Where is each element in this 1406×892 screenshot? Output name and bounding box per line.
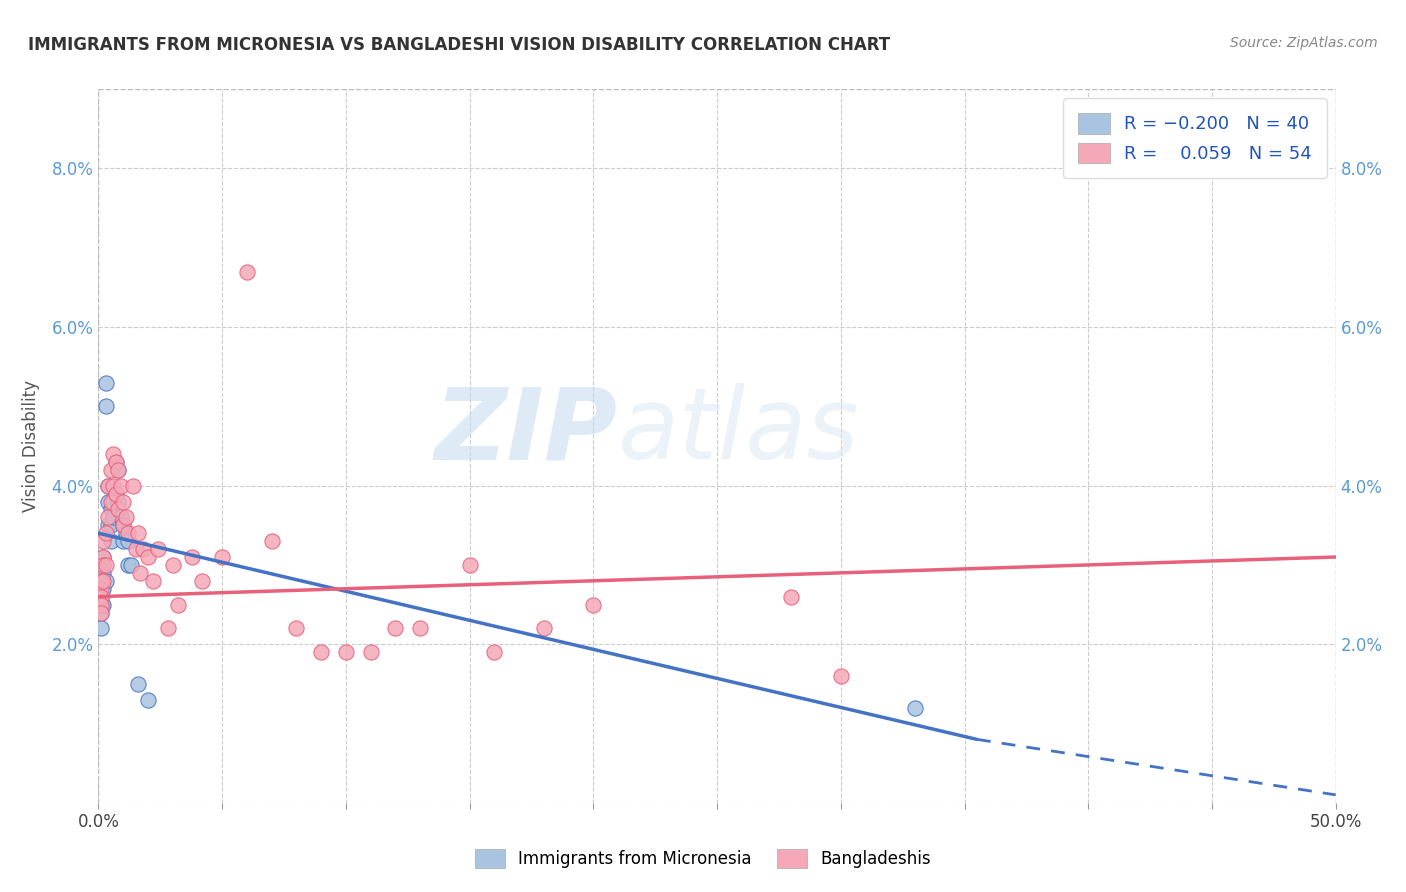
Point [904,700,927,714]
Point [103,447,125,461]
Point [97,478,120,492]
Point [100,463,122,477]
Point [132,542,155,557]
Text: IMMIGRANTS FROM MICRONESIA VS BANGLADESHI VISION DISABILITY CORRELATION CHART: IMMIGRANTS FROM MICRONESIA VS BANGLADESH… [28,36,890,54]
Point [100,534,122,549]
Point [104,455,127,469]
Point [94,526,117,541]
Point [90,598,112,612]
Point [93,534,115,549]
Point [117,534,139,549]
Point [93,549,115,564]
Point [162,558,184,572]
Point [90,590,112,604]
Point [830,669,852,683]
Point [136,692,159,706]
Point [211,549,233,564]
Point [104,486,127,500]
Point [90,574,112,588]
Point [93,574,115,588]
Point [285,621,308,635]
Y-axis label: Vision Disability: Vision Disability [22,380,41,512]
Point [124,542,146,557]
Point [103,510,125,524]
Point [136,549,159,564]
Point [90,582,112,596]
Point [100,494,122,508]
Point [90,574,112,588]
Point [166,598,188,612]
Point [458,558,481,572]
Point [107,463,129,477]
Point [236,264,259,278]
Point [191,574,214,588]
Point [94,400,117,414]
Point [97,510,120,524]
Point [97,494,120,508]
Point [117,526,139,541]
Point [94,376,117,390]
Point [142,574,165,588]
Point [156,621,179,635]
Point [533,621,555,635]
Point [93,558,115,572]
Point [120,558,142,572]
Point [360,645,382,659]
Point [107,502,129,516]
Point [409,621,432,635]
Text: Source: ZipAtlas.com: Source: ZipAtlas.com [1230,36,1378,50]
Point [114,526,136,541]
Point [93,549,115,564]
Point [104,486,127,500]
Point [107,463,129,477]
Text: atlas: atlas [619,384,859,480]
Point [93,582,115,596]
Legend: R = −0.200   N = 40, R =    0.059   N = 54: R = −0.200 N = 40, R = 0.059 N = 54 [1063,98,1327,178]
Point [93,558,115,572]
Point [100,502,122,516]
Point [780,590,803,604]
Point [112,518,135,533]
Point [90,606,112,620]
Point [309,645,332,659]
Point [181,549,204,564]
Point [90,598,112,612]
Point [127,526,149,541]
Point [112,518,135,533]
Point [90,606,112,620]
Point [117,558,139,572]
Point [582,598,605,612]
Point [93,566,115,580]
Point [90,558,112,572]
Point [127,677,149,691]
Point [484,645,506,659]
Legend: Immigrants from Micronesia, Bangladeshis: Immigrants from Micronesia, Bangladeshis [468,842,938,875]
Point [384,621,406,635]
Point [103,478,125,492]
Point [94,574,117,588]
Point [94,558,117,572]
Point [110,510,132,524]
Point [129,566,152,580]
Point [122,478,145,492]
Point [100,518,122,533]
Point [90,590,112,604]
Point [146,542,169,557]
Text: ZIP: ZIP [434,384,619,480]
Point [93,598,115,612]
Point [112,534,135,549]
Point [97,478,120,492]
Point [97,518,120,533]
Point [110,478,132,492]
Point [90,621,112,635]
Point [335,645,357,659]
Point [112,494,135,508]
Point [260,534,283,549]
Point [104,455,127,469]
Point [114,510,136,524]
Point [103,494,125,508]
Point [107,494,129,508]
